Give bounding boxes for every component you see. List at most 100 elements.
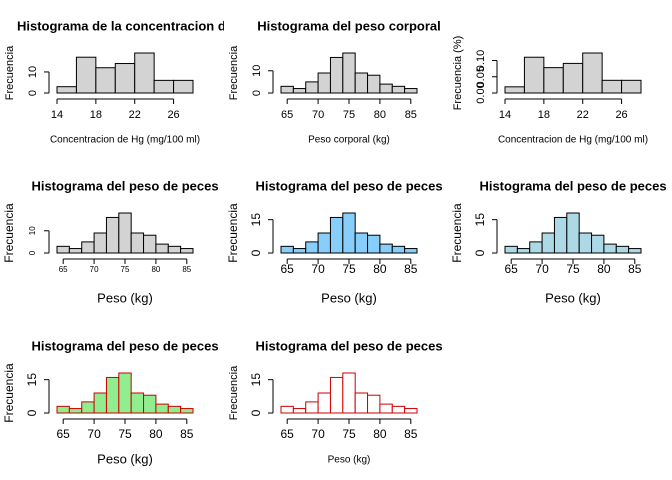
panel: 14 18 22 26 0.000.050.10 Concentracion de Hg … — [452, 36, 648, 146]
histogram-bar — [180, 248, 194, 254]
y-tick-label: 0.10 — [475, 50, 487, 71]
x-tick-label: 18 — [90, 109, 102, 121]
x-tick-label: 70 — [535, 262, 549, 276]
histogram-bar — [566, 212, 580, 254]
panel-title: Histograma del peso de peces — [255, 338, 442, 353]
x-tick-label: 70 — [312, 109, 324, 121]
histogram-bar — [541, 232, 555, 254]
x-tick-label: 85 — [405, 109, 417, 121]
x-tick-label: 85 — [628, 262, 642, 276]
x-tick-label: 26 — [615, 109, 627, 121]
y-tick-label: 0.05 — [475, 66, 487, 87]
histogram-bar — [391, 405, 406, 414]
y-axis-label: Frecuencia (%) — [452, 36, 464, 111]
panel-title: Histograma del peso de peces — [255, 178, 442, 193]
histogram-bar — [118, 372, 132, 414]
histogram-bar — [130, 392, 145, 414]
y-tick-label: 15 — [249, 373, 263, 387]
x-axis-label: Peso corporal (kg) — [308, 135, 390, 146]
histogram-bar — [329, 216, 344, 254]
y-axis-label: Frecuencia — [228, 45, 240, 100]
histogram-bar — [628, 248, 642, 254]
x-tick-label: 65 — [505, 262, 519, 276]
histogram-bar — [342, 372, 356, 414]
histogram-bar — [379, 243, 393, 254]
histogram-bar — [367, 234, 381, 254]
y-tick-label: 0 — [28, 250, 37, 255]
histogram-bar — [582, 52, 603, 94]
x-tick-label: 75 — [566, 262, 580, 276]
histogram-bar — [155, 243, 169, 254]
x-tick-label: 75 — [342, 427, 356, 441]
histogram-bar — [529, 241, 543, 254]
panel-title: Histograma del peso de peces — [31, 178, 218, 193]
histogram-bar — [280, 85, 294, 94]
histogram-bar — [329, 376, 344, 414]
x-tick-label: 14 — [51, 109, 63, 121]
histogram-bar — [68, 408, 83, 414]
histogram-bar — [603, 243, 617, 254]
histogram-bar — [75, 56, 97, 94]
y-tick-label: 10 — [28, 226, 37, 235]
x-tick-label: 18 — [538, 109, 550, 121]
panel: Histograma del peso de peces 65 70 75 80 85 0 1… — [2, 178, 218, 305]
x-tick-label: 70 — [311, 427, 325, 441]
x-tick-label: 80 — [149, 427, 163, 441]
histogram-bar — [354, 232, 369, 254]
y-axis-label: Frecuencia — [226, 203, 240, 263]
histogram-bar — [56, 245, 70, 254]
y-tick-label: 0 — [249, 249, 263, 256]
y-tick-label: 15 — [25, 373, 39, 387]
x-tick-label: 85 — [404, 427, 418, 441]
x-axis-label: Peso (kg) — [328, 455, 371, 466]
histogram-bar — [173, 79, 194, 94]
x-tick-label: 65 — [57, 427, 71, 441]
y-axis-label: Frecuencia — [450, 203, 464, 263]
histogram-bar — [342, 52, 356, 94]
histogram-bar — [292, 88, 307, 94]
panel-title: Histograma del peso corporal — [257, 18, 441, 33]
histogram-bar — [180, 408, 194, 414]
histogram-bar — [56, 405, 70, 414]
histogram-bar — [591, 234, 605, 254]
histogram-bar — [81, 401, 95, 414]
y-tick-label: 10 — [27, 66, 39, 78]
y-axis-label: Frecuencia — [2, 203, 16, 263]
panel: Histograma del peso de peces 65 70 75 80 85 0 1… — [228, 338, 443, 465]
histogram-bar — [317, 72, 331, 94]
histogram-bar — [317, 232, 331, 254]
x-tick-label: 80 — [374, 109, 386, 121]
histogram-bar — [601, 79, 623, 94]
x-tick-label: 85 — [404, 262, 418, 276]
panel-title: Histograma de la concentracion de — [17, 18, 233, 33]
histogram-bar — [143, 234, 157, 254]
x-tick-label: 75 — [118, 427, 132, 441]
y-axis-label: Frecuencia — [228, 365, 240, 420]
x-tick-label: 65 — [59, 265, 68, 274]
histogram-bar — [379, 403, 393, 414]
histogram-bar — [329, 56, 344, 94]
y-tick-label: 0 — [25, 409, 39, 416]
panel: Histograma del peso de peces 65 70 75 80 85 0 1… — [226, 178, 442, 305]
histogram-bar — [305, 401, 319, 414]
y-tick-label: 0 — [249, 409, 263, 416]
x-axis-label: Peso (kg) — [97, 451, 153, 466]
histogram-bar — [56, 86, 77, 94]
histogram-bar — [379, 83, 393, 94]
histogram-bar — [95, 67, 116, 94]
x-tick-label: 80 — [373, 262, 387, 276]
x-tick-label: 65 — [281, 427, 295, 441]
histogram-bar — [404, 408, 418, 414]
panel: Histograma de la concentracion de 14 18 22 2… — [4, 18, 233, 145]
histogram-bar — [167, 405, 182, 414]
histogram-bar — [105, 216, 120, 254]
x-tick-label: 26 — [167, 109, 179, 121]
histogram-bar — [317, 392, 331, 414]
x-axis-label: Concentracion de Hg (mg/100 ml) — [498, 135, 648, 146]
histogram-bar — [543, 67, 564, 94]
x-tick-label: 65 — [281, 109, 293, 121]
histogram-bar — [391, 85, 406, 94]
histogram-bar — [504, 245, 518, 254]
histogram-bar — [134, 52, 155, 94]
